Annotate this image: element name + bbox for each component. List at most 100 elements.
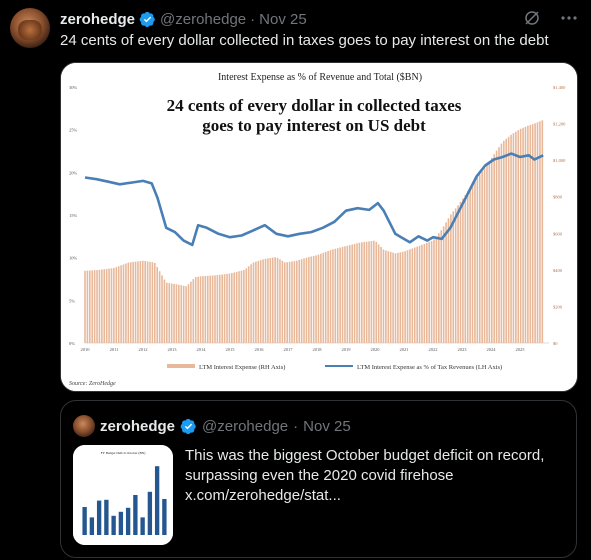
tweet-date[interactable]: Nov 25 — [259, 10, 307, 28]
author-handle[interactable]: @zerohedge — [160, 10, 247, 28]
interest-expense-bar — [283, 262, 286, 343]
interest-expense-bar — [93, 270, 96, 343]
interest-expense-bar — [476, 177, 479, 343]
interest-expense-bar — [173, 283, 175, 343]
more-icon[interactable] — [561, 9, 577, 32]
x-tick-label: 2023 — [458, 347, 468, 352]
interest-expense-bar — [252, 262, 255, 343]
interest-expense-bar — [385, 250, 387, 343]
interest-expense-bar — [377, 244, 380, 343]
interest-expense-bar — [255, 261, 257, 343]
left-tick-label: 10% — [69, 256, 78, 261]
separator-dot: · — [250, 10, 256, 28]
interest-expense-bar — [454, 208, 457, 343]
x-tick-label: 2024 — [487, 347, 497, 352]
interest-expense-bar — [182, 285, 185, 343]
interest-expense-bar — [416, 246, 418, 343]
interest-expense-bar — [293, 261, 296, 343]
interest-expense-bar — [351, 244, 353, 343]
chart-overlay-line-1: 24 cents of every dollar in collected ta… — [167, 96, 462, 115]
right-tick-label: $600 — [553, 231, 563, 236]
interest-expense-bar — [474, 180, 476, 343]
thumb-bar — [96, 500, 102, 535]
interest-expense-bar — [134, 261, 137, 343]
interest-expense-bar — [161, 275, 163, 343]
x-tick-label: 2013 — [168, 347, 178, 352]
author-name[interactable]: zerohedge — [60, 10, 136, 28]
interest-expense-bar — [387, 251, 390, 343]
x-tick-label: 2019 — [342, 347, 352, 352]
interest-expense-bar — [486, 164, 488, 343]
x-tick-label: 2018 — [313, 347, 323, 352]
interest-expense-bar — [291, 261, 293, 343]
interest-expense-bar — [512, 133, 515, 343]
interest-expense-bar — [84, 270, 86, 343]
interest-expense-bar — [269, 258, 272, 343]
interest-expense-bar — [478, 174, 481, 343]
interest-expense-bar — [303, 258, 305, 343]
right-tick-label: $800 — [553, 195, 563, 200]
interest-expense-bar — [156, 267, 159, 343]
quote-line-3[interactable]: x.com/zerohedge/stat... — [185, 487, 341, 504]
quote-author-name[interactable]: zerohedge — [100, 417, 176, 435]
interest-expense-bar — [113, 268, 115, 343]
right-tick-label: $200 — [553, 304, 563, 309]
interest-expense-bar — [132, 261, 134, 343]
interest-expense-bar — [298, 259, 301, 343]
interest-expense-bar — [281, 260, 284, 343]
interest-expense-bar — [440, 230, 443, 343]
interest-expense-bar — [404, 251, 406, 343]
tweet-image[interactable]: Interest Expense as % of Revenue and Tot… — [60, 62, 578, 392]
interest-expense-bar — [125, 263, 127, 343]
interest-expense-bar — [339, 247, 341, 343]
interest-expense-bar — [154, 262, 156, 343]
interest-expense-bar — [515, 131, 517, 343]
interest-expense-bar — [243, 270, 245, 343]
interest-expense-bar — [194, 277, 197, 343]
interest-expense-bar — [505, 138, 508, 343]
interest-expense-bar — [442, 226, 445, 343]
grok-icon[interactable] — [523, 9, 541, 32]
interest-expense-bar — [312, 255, 315, 343]
right-tick-label: $0 — [553, 341, 558, 346]
interest-expense-bar — [466, 191, 469, 343]
interest-expense-bar — [536, 122, 539, 343]
interest-expense-bar — [296, 260, 298, 343]
interest-expense-bar — [430, 241, 433, 343]
interest-expense-bar — [115, 267, 118, 343]
thumb-bar — [118, 511, 124, 535]
interest-expense-bar — [267, 258, 269, 343]
left-tick-label: 20% — [69, 170, 78, 175]
interest-expense-bar — [187, 284, 190, 343]
quote-date[interactable]: Nov 25 — [303, 417, 351, 435]
interest-expense-bar — [89, 270, 91, 343]
quoted-tweet[interactable]: zerohedge @zerohedge · Nov 25 FY Budget … — [60, 400, 577, 558]
author-avatar[interactable] — [10, 8, 50, 48]
interest-expense-bar — [264, 258, 267, 343]
quote-author-handle[interactable]: @zerohedge — [202, 417, 289, 435]
interest-expense-bar — [223, 274, 226, 343]
interest-expense-bar — [322, 252, 325, 343]
interest-expense-bar — [334, 248, 337, 343]
interest-expense-bar — [151, 262, 154, 343]
quote-thumbnail[interactable]: FY Budget Deficit October (BN) — [73, 445, 173, 545]
x-tick-label: 2015 — [226, 347, 236, 352]
interest-expense-bar — [320, 253, 322, 343]
interest-expense-bar — [358, 242, 361, 343]
x-tick-label: 2011 — [110, 347, 119, 352]
quote-line-1: This was the biggest October budget defi… — [185, 447, 545, 464]
interest-expense-bar — [324, 251, 327, 343]
interest-expense-bar — [493, 154, 495, 343]
interest-expense-bar — [279, 259, 281, 343]
interest-expense-bar — [190, 281, 192, 343]
interest-expense-bar — [166, 282, 168, 343]
interest-expense-bar — [344, 246, 346, 343]
interest-expense-bar — [529, 124, 532, 343]
interest-expense-bar — [226, 273, 228, 343]
tweet-actions — [523, 9, 577, 32]
quote-header: zerohedge @zerohedge · Nov 25 — [73, 415, 351, 437]
quote-author-avatar[interactable] — [73, 415, 95, 437]
interest-expense-bar — [202, 276, 204, 343]
right-tick-label: $1,400 — [553, 85, 566, 91]
interest-expense-bar — [500, 143, 503, 343]
